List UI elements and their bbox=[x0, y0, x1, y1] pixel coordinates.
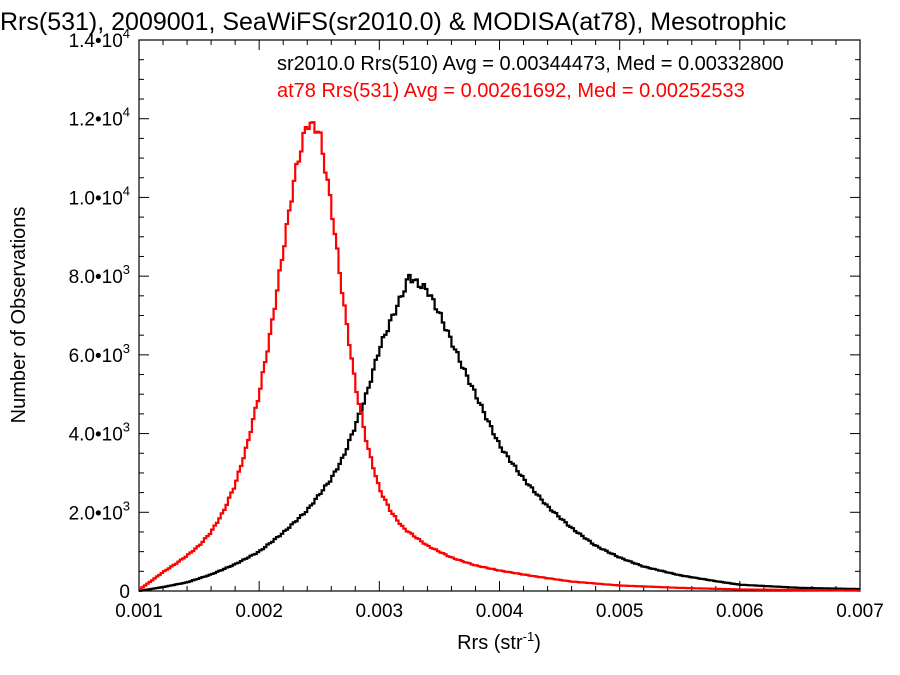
y-axis-label: Number of Observations bbox=[8, 207, 30, 424]
y-tick-label: 8.0•103 bbox=[69, 262, 130, 288]
x-tick-label: 0.003 bbox=[356, 601, 404, 622]
x-axis-label-base: Rrs (str bbox=[457, 632, 523, 654]
y-tick-label: 2.0•103 bbox=[69, 498, 130, 524]
y-tick-label: 1.2•104 bbox=[69, 105, 130, 131]
x-axis-label-superscript: -1 bbox=[523, 629, 535, 644]
y-tick-label: 4.0•103 bbox=[69, 420, 130, 446]
x-tick-label: 0.006 bbox=[716, 601, 764, 622]
x-tick-label: 0.001 bbox=[115, 601, 163, 622]
x-tick-label: 0.005 bbox=[596, 601, 644, 622]
y-tick-label: 6.0•103 bbox=[69, 341, 130, 367]
series-layer bbox=[139, 121, 860, 592]
x-axis-tick-labels: 0.001 0.002 0.003 0.004 0.005 0.006 0.007 bbox=[115, 601, 884, 622]
x-tick-label: 0.007 bbox=[836, 601, 884, 622]
y-tick-label: 1.4•104 bbox=[69, 26, 130, 52]
series-at78-histogram bbox=[139, 121, 860, 592]
y-axis-ticks bbox=[139, 39, 860, 592]
x-tick-label: 0.004 bbox=[476, 601, 524, 622]
y-tick-label: 1.0•104 bbox=[69, 183, 130, 209]
legend-entry-at78: at78 Rrs(531) Avg = 0.00261692, Med = 0.… bbox=[277, 80, 745, 102]
x-axis-label-close: ) bbox=[534, 632, 541, 654]
legend-entry-sr2010: sr2010.0 Rrs(510) Avg = 0.00344473, Med … bbox=[277, 53, 784, 75]
y-tick-label: 0 bbox=[119, 582, 130, 603]
plot-area bbox=[138, 39, 861, 592]
x-tick-label: 0.002 bbox=[235, 601, 283, 622]
y-axis-tick-labels: 0 2.0•103 4.0•103 6.0•103 8.0•103 1.0•104 1.2•… bbox=[69, 26, 130, 603]
chart-title: Rrs(531), 2009001, SeaWiFS(sr2010.0) & M… bbox=[0, 8, 786, 36]
x-axis-label: Rrs (str-1) bbox=[457, 629, 541, 654]
series-sr2010-histogram bbox=[139, 273, 860, 592]
